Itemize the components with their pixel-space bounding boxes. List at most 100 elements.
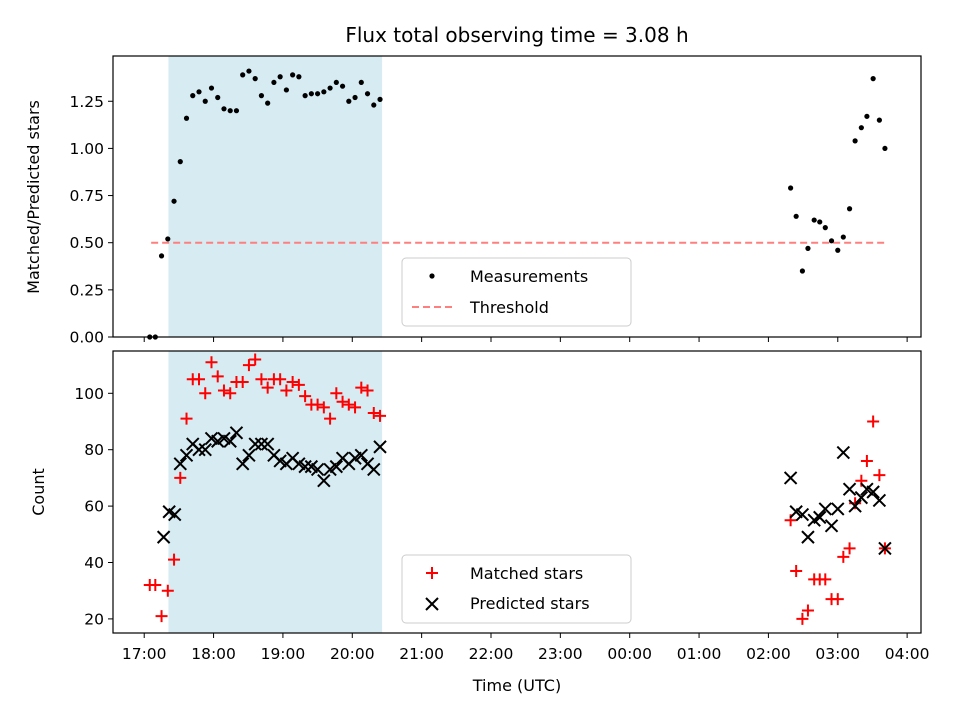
top-y-axis-label: Matched/Predicted stars <box>24 100 43 294</box>
matched-star-point <box>796 612 809 625</box>
matched-star-point <box>317 401 330 414</box>
predicted-star-point <box>866 485 880 499</box>
top-ytick-label: 0.75 <box>69 187 104 205</box>
legend-predicted-label: Predicted stars <box>470 594 590 613</box>
bot-xtick-label: 02:00 <box>746 645 791 663</box>
top-ytick-label: 0.00 <box>69 329 104 347</box>
matched-star-point <box>873 469 886 482</box>
measurement-point <box>258 93 265 99</box>
predicted-star-point <box>223 434 237 448</box>
measurement-point <box>828 238 835 244</box>
measurement-point <box>208 85 215 91</box>
measurement-point <box>215 94 221 101</box>
matched-star-point <box>199 387 212 400</box>
measurement-point <box>227 108 233 114</box>
predicted-star-point <box>836 445 851 460</box>
legend-measurements-label: Measurements <box>470 267 588 286</box>
x-axis-label: Time (UTC) <box>472 676 561 695</box>
predicted-star-point <box>848 499 862 513</box>
matched-star-point <box>161 584 174 597</box>
predicted-star-point <box>192 442 206 457</box>
measurement-point <box>265 100 271 106</box>
predicted-star-point <box>317 474 331 488</box>
measurement-point <box>171 198 177 204</box>
measurement-point <box>852 138 858 144</box>
measurement-point <box>788 185 794 191</box>
measurement-point <box>858 125 864 131</box>
bot-ytick-label: 80 <box>84 441 104 459</box>
measurement-point <box>811 217 817 223</box>
measurement-point <box>339 83 346 89</box>
measurement-point <box>240 72 246 78</box>
bot-ytick-label: 20 <box>84 610 104 628</box>
predicted-star-point <box>367 462 381 477</box>
matched-star-point <box>155 610 168 623</box>
matched-star-point <box>224 387 237 400</box>
matched-star-point <box>299 390 312 403</box>
matched-star-point <box>837 550 850 563</box>
matched-star-point <box>236 376 249 389</box>
matched-star-point <box>867 415 880 428</box>
top-ytick-label: 0.50 <box>69 234 104 252</box>
predicted-star-point <box>824 519 839 533</box>
matched-star-point <box>280 384 293 397</box>
predicted-star-point <box>878 541 892 556</box>
measurement-point <box>177 159 183 165</box>
matched-star-point <box>324 412 337 425</box>
bot-xtick-label: 21:00 <box>399 645 444 663</box>
measurement-point <box>283 87 289 93</box>
bot-xtick-label: 19:00 <box>261 645 306 663</box>
predicted-star-point <box>168 507 182 522</box>
top-highlight-band <box>168 56 383 337</box>
bottom-legend-box <box>401 554 632 624</box>
matched-star-point <box>149 579 162 592</box>
bot-ytick-label: 100 <box>74 385 104 403</box>
measurement-point <box>221 106 227 112</box>
measurement-point <box>196 89 202 95</box>
measurement-point <box>377 96 383 102</box>
matched-star-point <box>255 373 268 386</box>
predicted-star-point <box>235 457 250 471</box>
measurement-point <box>870 76 876 82</box>
matched-star-point <box>831 593 844 606</box>
matched-star-point <box>355 381 368 394</box>
matched-star-point <box>311 398 324 411</box>
matched-star-point <box>168 553 181 566</box>
measurement-point <box>321 89 327 95</box>
predicted-star-point <box>310 462 325 477</box>
legend-predicted-marker <box>425 597 439 611</box>
predicted-star-point <box>354 448 369 463</box>
measurement-point <box>333 79 339 86</box>
matched-star-point <box>180 412 193 425</box>
legend-matched-marker <box>426 567 438 579</box>
measurement-point <box>846 206 853 212</box>
measurement-point <box>327 85 333 91</box>
measurement-point <box>202 98 208 104</box>
predicted-star-point <box>813 510 827 525</box>
predicted-star-point <box>842 482 857 496</box>
measurement-point <box>346 98 352 104</box>
matched-star-point <box>242 359 255 372</box>
bottom-panel: 20 40 60 80 100 17:00 18:00 19:00 20:00 21:00 22:… <box>29 350 929 695</box>
measurement-point <box>805 245 811 251</box>
predicted-star-point <box>248 437 262 451</box>
predicted-star-point <box>783 471 798 485</box>
predicted-star-point <box>795 507 810 522</box>
measurement-point <box>793 213 799 219</box>
predicted-star-point <box>179 448 194 463</box>
legend-threshold-label: Threshold <box>469 298 549 317</box>
matched-star-point <box>292 378 305 391</box>
measurement-point <box>190 93 196 99</box>
measurement-point <box>315 91 321 97</box>
top-axes-frame <box>112 55 922 338</box>
measurement-point <box>817 219 823 225</box>
predicted-star-point <box>198 442 212 457</box>
matched-star-point <box>217 384 230 397</box>
bot-xtick-label: 18:00 <box>191 645 236 663</box>
measurement-point <box>882 145 888 152</box>
matched-star-point <box>342 398 355 411</box>
predicted-star-point <box>254 437 269 451</box>
measurement-point <box>822 225 828 231</box>
matched-star-point <box>249 353 262 366</box>
matched-star-point <box>349 401 362 414</box>
